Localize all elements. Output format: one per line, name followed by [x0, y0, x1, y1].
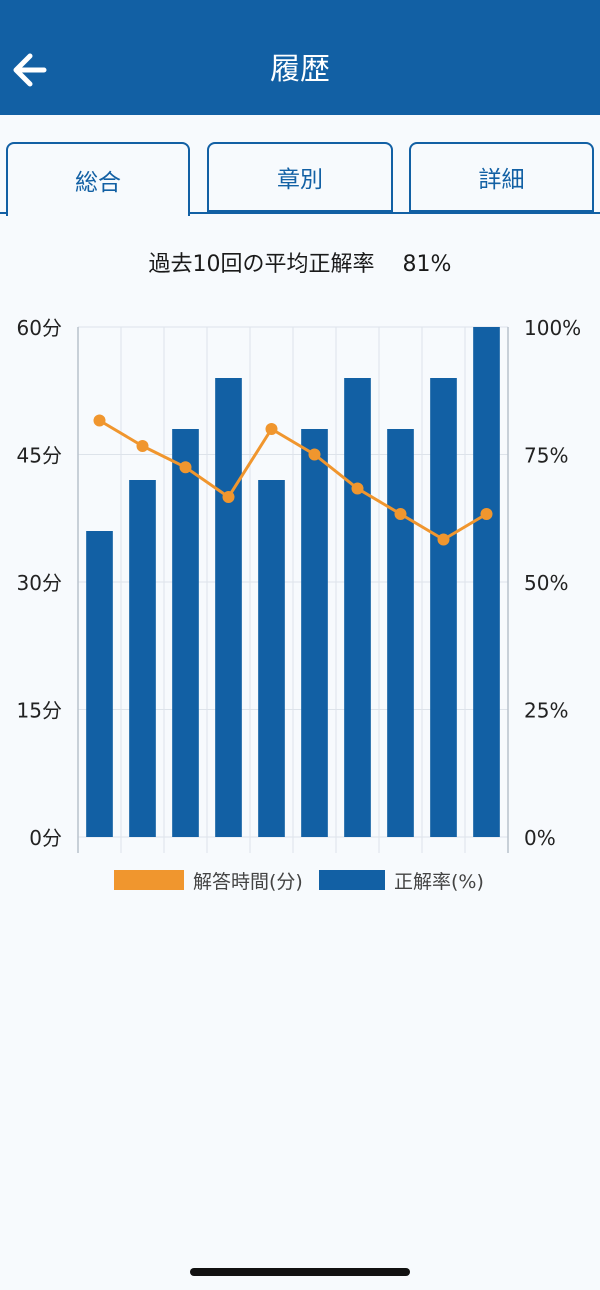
- answer-time-point: [480, 508, 493, 520]
- back-button[interactable]: [0, 42, 60, 98]
- accuracy-bar: [86, 531, 113, 837]
- y-left-tick-label: 60分: [17, 316, 62, 340]
- answer-time-point: [437, 533, 450, 546]
- answer-time-line: [98, 419, 488, 542]
- y-right-tick-label: 100%: [524, 316, 581, 340]
- answer-time-point: [136, 440, 149, 452]
- accuracy-bar: [215, 378, 242, 837]
- y-left-tick-label: 30分: [17, 571, 62, 595]
- accuracy-bar: [301, 429, 328, 837]
- legend-label-answer-time: 解答時間(分): [193, 871, 303, 893]
- accuracy-bar: [172, 429, 199, 837]
- page-title: 履歴: [270, 52, 330, 87]
- y-right-tick-label: 50%: [524, 571, 568, 595]
- accuracy-bar: [344, 378, 371, 837]
- answer-time-point: [179, 461, 192, 474]
- tab-bar-divider: [0, 212, 600, 214]
- legend-label-accuracy: 正解率(%): [394, 871, 484, 893]
- answer-time-point: [351, 482, 364, 495]
- tab-overall[interactable]: 総合: [6, 142, 190, 216]
- y-right-tick-label: 75%: [524, 444, 568, 468]
- tab-bar: 総合 章別 詳細: [0, 142, 600, 216]
- answer-time-point: [308, 448, 321, 461]
- accuracy-bar: [387, 429, 414, 837]
- answer-time-point: [222, 491, 235, 503]
- y-right-tick-label: 25%: [524, 699, 568, 723]
- summary-value: 81%: [402, 252, 452, 277]
- tab-by-chapter[interactable]: 章別: [207, 142, 393, 212]
- tab-details[interactable]: 詳細: [409, 142, 594, 212]
- average-accuracy-summary: 過去10回の平均正解率 81%: [0, 248, 600, 282]
- accuracy-bar: [430, 378, 457, 837]
- y-right-tick-label: 0%: [524, 826, 556, 850]
- accuracy-bar: [473, 327, 500, 837]
- y-left-tick-label: 0分: [29, 826, 62, 850]
- answer-time-point: [93, 414, 106, 427]
- y-left-tick-label: 45分: [17, 444, 62, 468]
- y-left-tick-label: 15分: [17, 699, 62, 723]
- legend-swatch-answer-time: [114, 870, 184, 890]
- summary-label: 過去10回の平均正解率: [148, 252, 375, 277]
- answer-time-point: [394, 508, 407, 520]
- accuracy-bar: [129, 480, 156, 837]
- answer-time-point: [265, 423, 278, 435]
- app-header: 履歴: [0, 0, 600, 115]
- accuracy-bar: [258, 480, 285, 837]
- arrow-left-icon: [13, 53, 47, 87]
- history-chart: 0分 0% 15分 25% 30分 50% 45分 75% 60分 100% 解答時間(分) 正解率(…: [17, 316, 582, 893]
- legend-swatch-accuracy: [319, 870, 385, 890]
- home-indicator: [190, 1268, 410, 1276]
